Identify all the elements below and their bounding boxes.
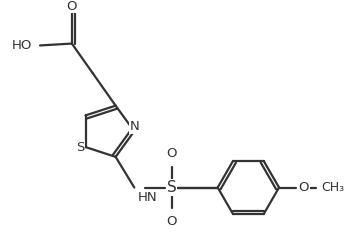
Text: S: S [167,180,176,195]
Text: S: S [77,140,85,154]
Text: O: O [166,215,177,228]
Text: CH₃: CH₃ [321,181,344,194]
Text: HN: HN [138,190,158,203]
Text: O: O [66,0,77,13]
Text: O: O [299,181,309,194]
Text: O: O [166,147,177,160]
Text: HO: HO [11,39,32,52]
Text: N: N [130,120,140,133]
